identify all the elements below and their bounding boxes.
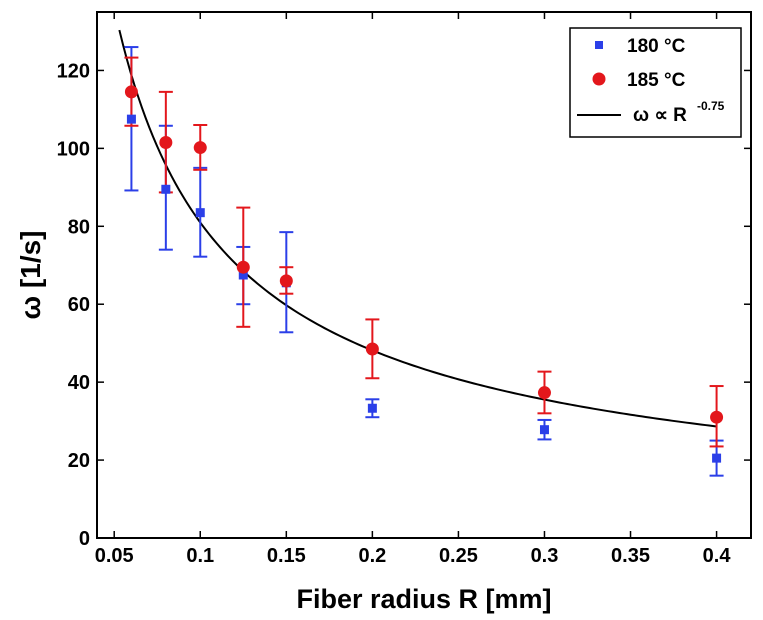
data-point-180 [195, 208, 205, 218]
x-tick-label: 0.1 [186, 545, 214, 567]
legend-label-185: 185 °C [627, 70, 686, 91]
legend: 180 °C 185 °C ω ∝ R -0.75 [569, 27, 742, 138]
data-point-185 [279, 274, 293, 288]
data-point-185 [365, 342, 379, 356]
y-tick-label: 40 [68, 372, 90, 394]
data-point-180 [126, 114, 136, 124]
legend-marker-185 [592, 72, 606, 86]
data-point-180 [161, 184, 171, 194]
data-point-185 [124, 85, 138, 99]
y-axis-title: ω [1/s] [15, 230, 46, 319]
x-tick-label: 0.15 [267, 545, 306, 567]
x-tick-label: 0.25 [439, 545, 478, 567]
data-point-180 [539, 425, 549, 435]
data-point-180 [238, 270, 248, 280]
legend-label-fit-exponent: -0.75 [697, 99, 725, 113]
data-point-185 [159, 136, 173, 150]
x-axis-title: Fiber radius R [mm] [296, 584, 551, 614]
y-tick-label: 0 [79, 528, 90, 550]
fit-curve-group [118, 29, 717, 428]
legend-label-fit: ω ∝ R [633, 105, 687, 126]
y-tick-label: 100 [57, 138, 90, 160]
x-tick-label: 0.35 [611, 545, 650, 567]
y-tick-label: 120 [57, 60, 90, 82]
data-point-185 [193, 141, 207, 155]
x-tick-label: 0.4 [703, 545, 732, 567]
x-tick-label: 0.3 [531, 545, 559, 567]
y-tick-label: 20 [68, 450, 90, 472]
axis-ticks: 0.05 0.1 0.15 0.2 0.25 0.3 0.35 0.4 0 20 40 60 80 100… [57, 12, 751, 567]
legend-marker-180 [595, 41, 603, 49]
data-point-180 [712, 453, 722, 463]
data-point-185 [710, 410, 724, 424]
legend-label-180: 180 °C [627, 36, 686, 57]
x-tick-label: 0.05 [95, 545, 134, 567]
data-marker-group [124, 85, 724, 463]
y-tick-label: 80 [68, 216, 90, 238]
y-tick-label: 60 [68, 294, 90, 316]
x-tick-label: 0.2 [358, 545, 386, 567]
fit-curve-line [118, 29, 717, 428]
data-point-185 [537, 386, 551, 400]
data-point-185 [236, 260, 250, 274]
data-point-180 [367, 403, 377, 413]
